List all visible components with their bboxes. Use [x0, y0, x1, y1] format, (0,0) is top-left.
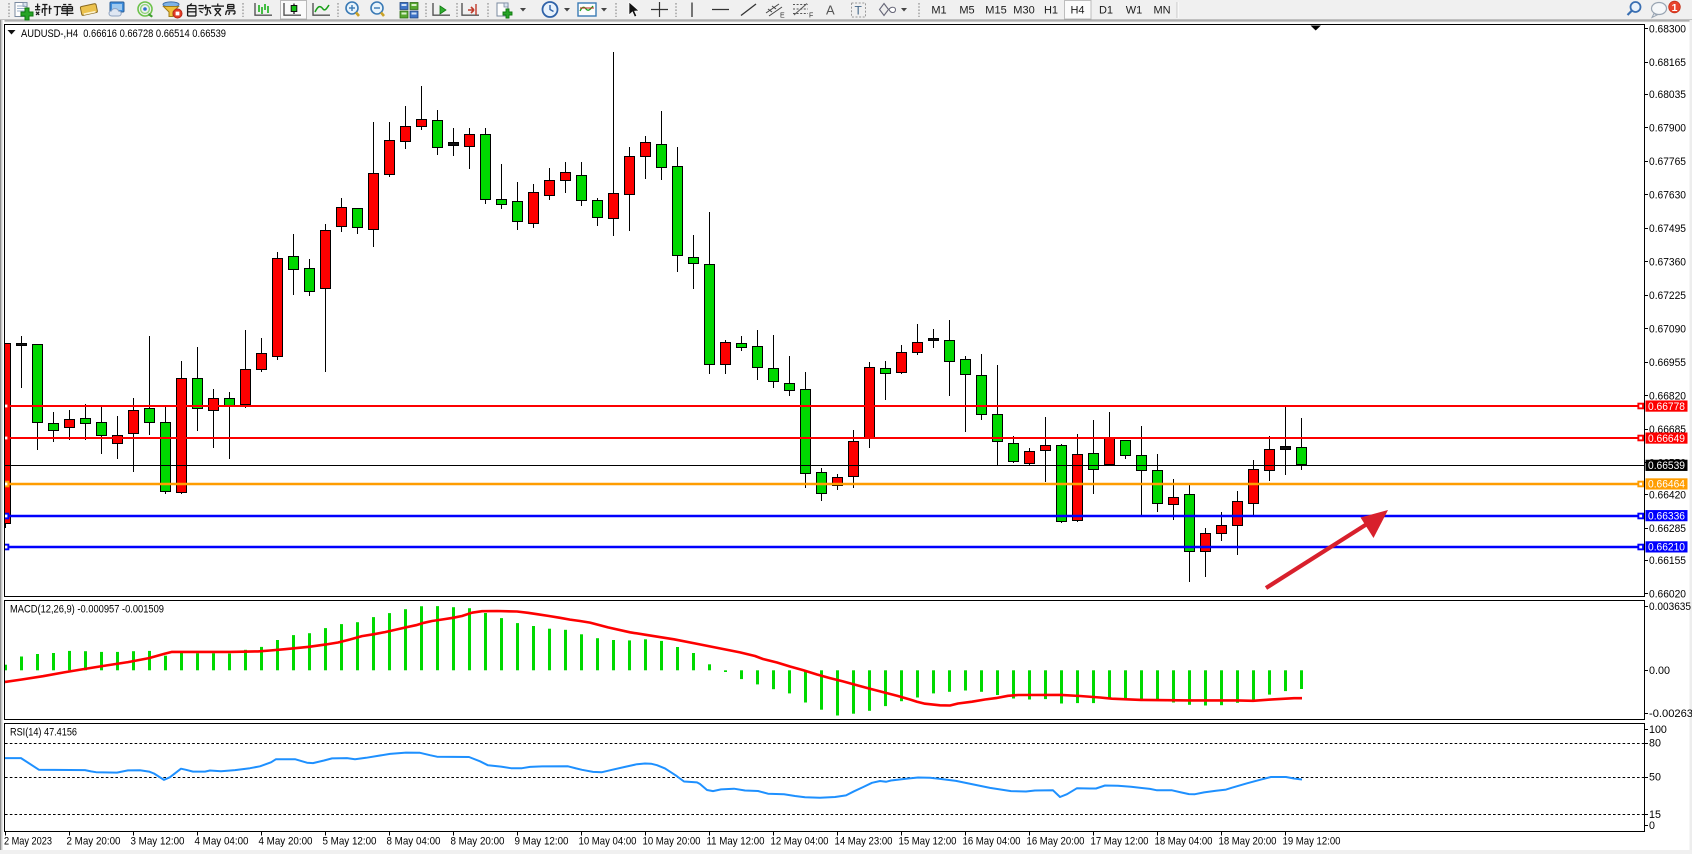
- svg-text:T: T: [855, 4, 863, 18]
- svg-text:0.66820: 0.66820: [1649, 390, 1686, 402]
- svg-text:0.66539: 0.66539: [1648, 460, 1685, 472]
- svg-text:W1: W1: [1126, 5, 1143, 17]
- svg-text:4 May 04:00: 4 May 04:00: [195, 836, 249, 848]
- svg-text:M30: M30: [1013, 5, 1034, 17]
- svg-text:3 May 12:00: 3 May 12:00: [131, 836, 185, 848]
- svg-text:MN: MN: [1153, 5, 1170, 17]
- svg-text:0.68035: 0.68035: [1649, 89, 1686, 101]
- svg-text:11 May 12:00: 11 May 12:00: [707, 836, 765, 848]
- svg-text:0.67630: 0.67630: [1649, 190, 1686, 202]
- svg-text:0.67900: 0.67900: [1649, 123, 1686, 135]
- svg-text:1: 1: [1672, 2, 1678, 14]
- svg-text:0.66020: 0.66020: [1649, 589, 1686, 601]
- svg-text:0.68165: 0.68165: [1649, 57, 1686, 69]
- svg-text:0: 0: [1649, 820, 1655, 832]
- svg-text:10 May 04:00: 10 May 04:00: [579, 836, 637, 848]
- svg-text:E: E: [780, 13, 785, 20]
- svg-text:0.66210: 0.66210: [1648, 542, 1685, 554]
- svg-text:10 May 20:00: 10 May 20:00: [643, 836, 701, 848]
- svg-text:0.66285: 0.66285: [1649, 523, 1686, 535]
- svg-text:0.003635: 0.003635: [1649, 601, 1691, 613]
- svg-text:19 May 12:00: 19 May 12:00: [1283, 836, 1341, 848]
- svg-text:17 May 12:00: 17 May 12:00: [1091, 836, 1149, 848]
- svg-text:F: F: [809, 13, 813, 20]
- svg-text:0.67090: 0.67090: [1649, 323, 1686, 335]
- svg-text:0.67225: 0.67225: [1649, 290, 1686, 302]
- svg-text:A: A: [826, 3, 835, 18]
- svg-text:80: 80: [1649, 738, 1661, 750]
- svg-text:9 May 12:00: 9 May 12:00: [515, 836, 569, 848]
- svg-text:H1: H1: [1044, 5, 1058, 17]
- svg-text:0.67495: 0.67495: [1649, 223, 1686, 235]
- svg-text:18 May 20:00: 18 May 20:00: [1219, 836, 1277, 848]
- svg-text:0.67360: 0.67360: [1649, 257, 1686, 269]
- svg-text:2 May 20:00: 2 May 20:00: [67, 836, 121, 848]
- svg-text:50: 50: [1649, 772, 1661, 784]
- svg-text:H4: H4: [1070, 5, 1084, 17]
- svg-text:M1: M1: [931, 5, 946, 17]
- svg-text:8 May 20:00: 8 May 20:00: [451, 836, 505, 848]
- svg-text:8 May 04:00: 8 May 04:00: [387, 836, 441, 848]
- svg-text:MACD(12,26,9) -0.000957 -0.001: MACD(12,26,9) -0.000957 -0.001509: [10, 604, 164, 616]
- svg-text:15: 15: [1649, 809, 1661, 821]
- svg-text:-0.00263: -0.00263: [1649, 708, 1692, 720]
- svg-text:14 May 23:00: 14 May 23:00: [835, 836, 893, 848]
- svg-text:0.66420: 0.66420: [1649, 490, 1686, 502]
- svg-text:0.66336: 0.66336: [1648, 510, 1685, 522]
- svg-text:5 May 12:00: 5 May 12:00: [323, 836, 377, 848]
- svg-text:4 May 20:00: 4 May 20:00: [259, 836, 313, 848]
- svg-text:16 May 20:00: 16 May 20:00: [1027, 836, 1085, 848]
- svg-text:15 May 12:00: 15 May 12:00: [899, 836, 957, 848]
- svg-text:2 May 2023: 2 May 2023: [4, 836, 52, 848]
- svg-text:0.66955: 0.66955: [1649, 357, 1686, 369]
- svg-text:0.66778: 0.66778: [1648, 401, 1685, 413]
- svg-text:M5: M5: [959, 5, 974, 17]
- svg-text:0.00: 0.00: [1649, 665, 1670, 677]
- svg-text:0.66155: 0.66155: [1649, 555, 1686, 567]
- svg-text:18 May 04:00: 18 May 04:00: [1155, 836, 1213, 848]
- svg-text:RSI(14) 47.4156: RSI(14) 47.4156: [10, 727, 77, 739]
- svg-text:D1: D1: [1099, 5, 1113, 17]
- svg-text:M15: M15: [985, 5, 1006, 17]
- svg-text:100: 100: [1649, 724, 1667, 736]
- svg-text:0.66649: 0.66649: [1648, 433, 1685, 445]
- svg-text:0.67765: 0.67765: [1649, 156, 1686, 168]
- svg-text:AUDUSD-,H4 0.66616 0.66728 0.: AUDUSD-,H4 0.66616 0.66728 0.66514 0.665…: [21, 28, 226, 40]
- svg-text:12 May 04:00: 12 May 04:00: [771, 836, 829, 848]
- svg-text:0.68300: 0.68300: [1649, 24, 1686, 36]
- svg-text:0.66464: 0.66464: [1648, 479, 1685, 491]
- svg-text:16 May 04:00: 16 May 04:00: [963, 836, 1021, 848]
